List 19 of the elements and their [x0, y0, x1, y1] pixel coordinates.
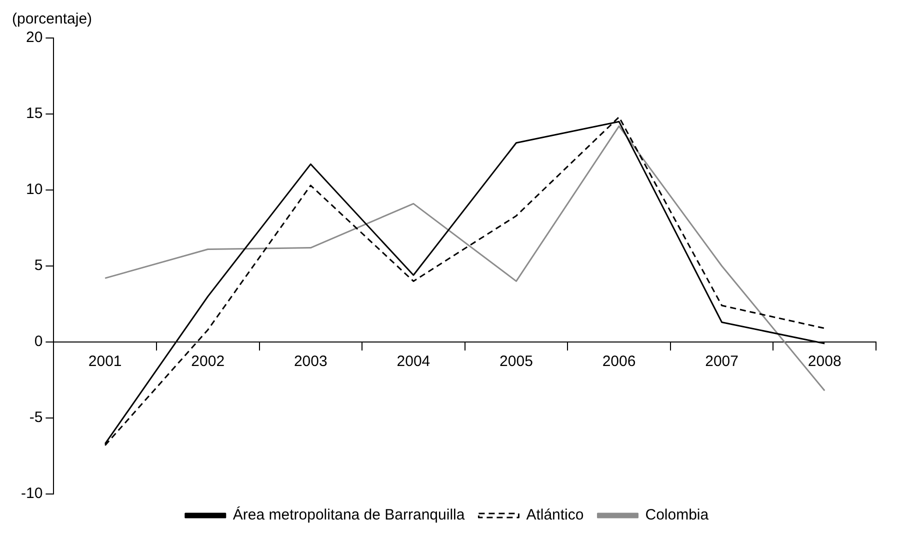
y-tick-label: 20: [26, 29, 43, 46]
y-axis-title: (porcentaje): [12, 10, 92, 28]
y-tick-label: 0: [34, 333, 43, 350]
x-tick-label: 2007: [705, 353, 738, 370]
x-tick-label: 2003: [294, 353, 328, 370]
legend-label: Atlántico: [526, 506, 584, 524]
x-tick-label: 2001: [88, 353, 122, 370]
x-tick-label: 2008: [808, 353, 842, 370]
y-tick-label: 5: [34, 257, 43, 274]
legend-label: Colombia: [645, 506, 710, 524]
y-tick-label: -10: [20, 485, 43, 502]
y-tick-label: 15: [26, 105, 43, 122]
y-tick-label: 10: [26, 181, 43, 198]
legend-label: Área metropolitana de Barranquilla: [232, 506, 466, 524]
x-tick-label: 2006: [602, 353, 636, 370]
x-tick-label: 2002: [191, 353, 225, 370]
x-tick-label: 2005: [500, 353, 533, 370]
y-tick-label: -5: [29, 409, 43, 426]
x-tick-label: 2004: [396, 353, 430, 370]
